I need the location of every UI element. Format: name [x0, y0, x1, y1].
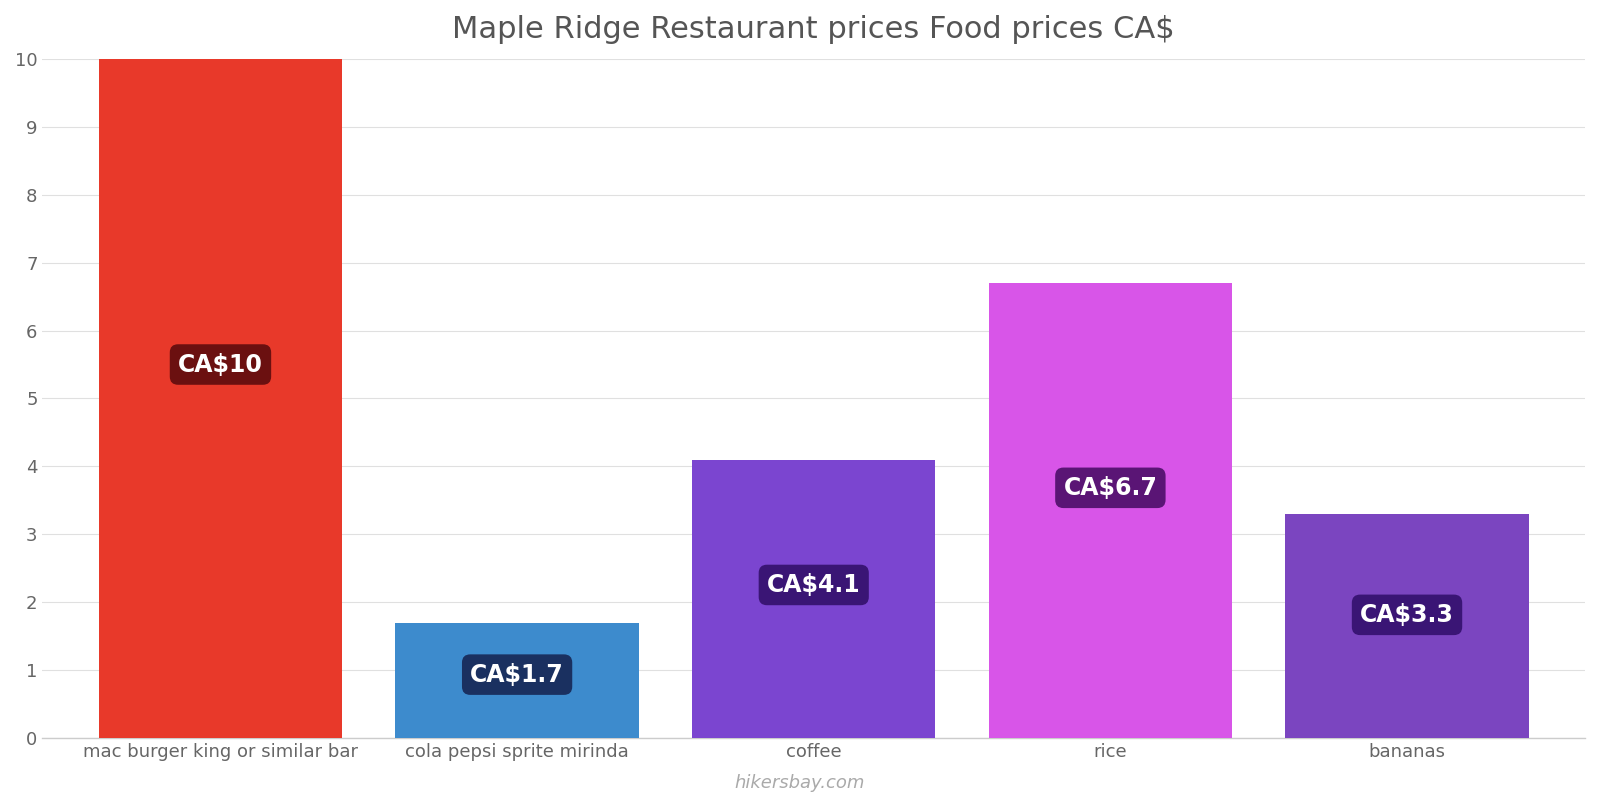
Bar	[989, 283, 1232, 738]
Text: CA$3.3: CA$3.3	[1360, 603, 1454, 627]
Text: CA$10: CA$10	[178, 353, 262, 377]
Text: CA$1.7: CA$1.7	[470, 662, 563, 686]
Bar	[99, 59, 342, 738]
Bar	[395, 622, 638, 738]
Text: hikersbay.com: hikersbay.com	[734, 774, 866, 792]
Bar	[693, 460, 936, 738]
Text: CA$4.1: CA$4.1	[766, 573, 861, 597]
Text: CA$6.7: CA$6.7	[1064, 476, 1157, 500]
Bar	[1285, 514, 1528, 738]
Title: Maple Ridge Restaurant prices Food prices CA$: Maple Ridge Restaurant prices Food price…	[453, 15, 1174, 44]
